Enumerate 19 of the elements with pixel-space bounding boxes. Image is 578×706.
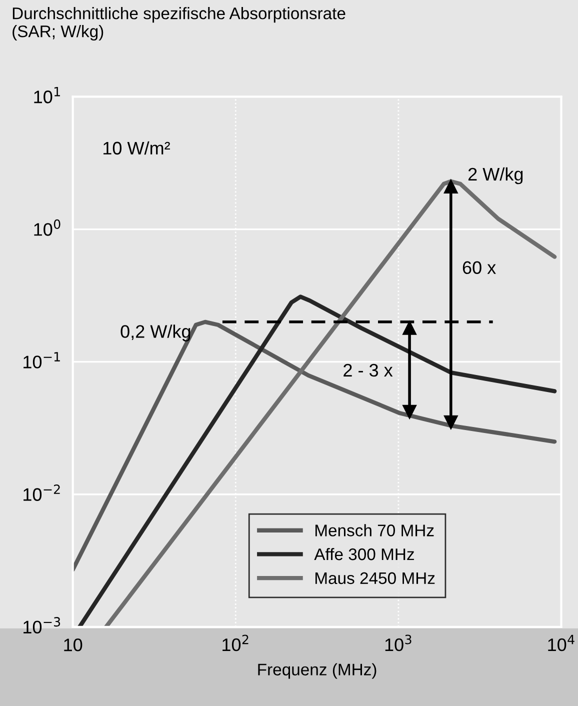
- y-tick-label: 10$^{1}$: [34, 87, 60, 104]
- x-axis-title: Frequenz (MHz): [258, 663, 376, 679]
- x-tick-label: 10$^{4}$: [548, 634, 574, 652]
- annotation: 2 W/kg: [468, 167, 523, 184]
- annotation: 2 - 3 x: [344, 364, 393, 377]
- legend-label: Affe 300 MHz: [314, 548, 414, 560]
- y-tick-label: 10$^{0}$: [34, 219, 60, 236]
- legend-label: Maus 2450 MHz: [315, 572, 435, 584]
- chart-title: Durchschnittliche spezifische Absorptionsrate (SAR; W/kg): [12, 7, 346, 41]
- annotation: 10 W/m²: [104, 141, 170, 155]
- x-tick-label: 10$^{2}$: [222, 634, 248, 652]
- y-tick-label: 10$^{−3}$: [24, 617, 60, 634]
- legend-label: Mensch 70 MHz: [315, 524, 434, 536]
- x-tick-label: 10$^{3}$: [385, 634, 412, 652]
- y-tick-label: 10$^{−2}$: [24, 484, 60, 501]
- x-tick-label: 10: [64, 638, 82, 652]
- annotation: 60 x: [462, 261, 496, 274]
- annotation: 0,2 W/kg: [120, 324, 190, 342]
- y-tick-label: 10$^{−1}$: [24, 352, 60, 368]
